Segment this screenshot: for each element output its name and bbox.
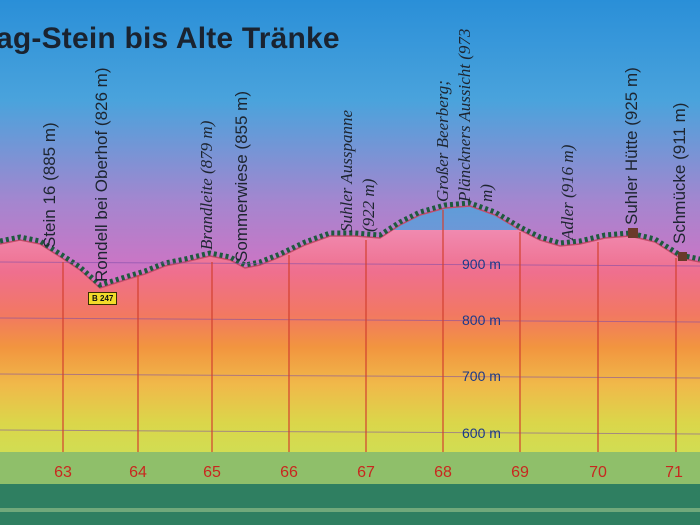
km-strip [0, 452, 700, 484]
place-label-suhler-ausspanne: Suhler Ausspanne (922 m) [337, 110, 378, 232]
elevation-label-600: 600 m [462, 425, 501, 441]
sign-title: ag-Stein bis Alte Tränke [0, 22, 340, 55]
profile-skyline [0, 0, 700, 288]
frame-bottom [0, 484, 700, 525]
place-label-rondell: Rondell bei Oberhof (826 m) [92, 67, 111, 282]
frame-bottom-stripe [0, 508, 700, 512]
elevation-lines [0, 261, 700, 435]
km-label-66: 66 [280, 464, 298, 481]
km-label-63: 63 [54, 464, 72, 481]
elevation-label-800: 800 m [462, 312, 501, 328]
km-label-65: 65 [203, 464, 221, 481]
km-label-64: 64 [129, 464, 147, 481]
place-label-stein16: Stein 16 (885 m) [40, 122, 59, 248]
place-label-grosser-beerberg: Großer Beerberg; Plänckners Aussicht (97… [433, 28, 496, 202]
km-gridlines [62, 210, 677, 460]
road-badge-b247: B 247 [88, 292, 118, 305]
km-label-71: 71 [665, 464, 683, 481]
hut-marker [628, 228, 638, 238]
tree-line [0, 200, 700, 288]
elevation-label-700: 700 m [462, 368, 501, 384]
place-label-adler: Adler (916 m) [558, 144, 577, 240]
place-label-sommerwiese: Sommerwiese (855 m) [232, 91, 251, 262]
schmuecke-marker [678, 252, 687, 261]
km-label-69: 69 [511, 464, 529, 481]
place-label-schmuecke: Schmücke (911 m) [670, 102, 689, 244]
km-label-68: 68 [434, 464, 452, 481]
km-label-67: 67 [357, 464, 375, 481]
place-label-suhler-huette: Suhler Hütte (925 m) [622, 67, 641, 225]
elevation-label-900: 900 m [462, 256, 501, 272]
place-label-brandleite: Brandleite (879 m) [197, 120, 216, 250]
profile-line [0, 205, 700, 289]
km-label-70: 70 [589, 464, 607, 481]
